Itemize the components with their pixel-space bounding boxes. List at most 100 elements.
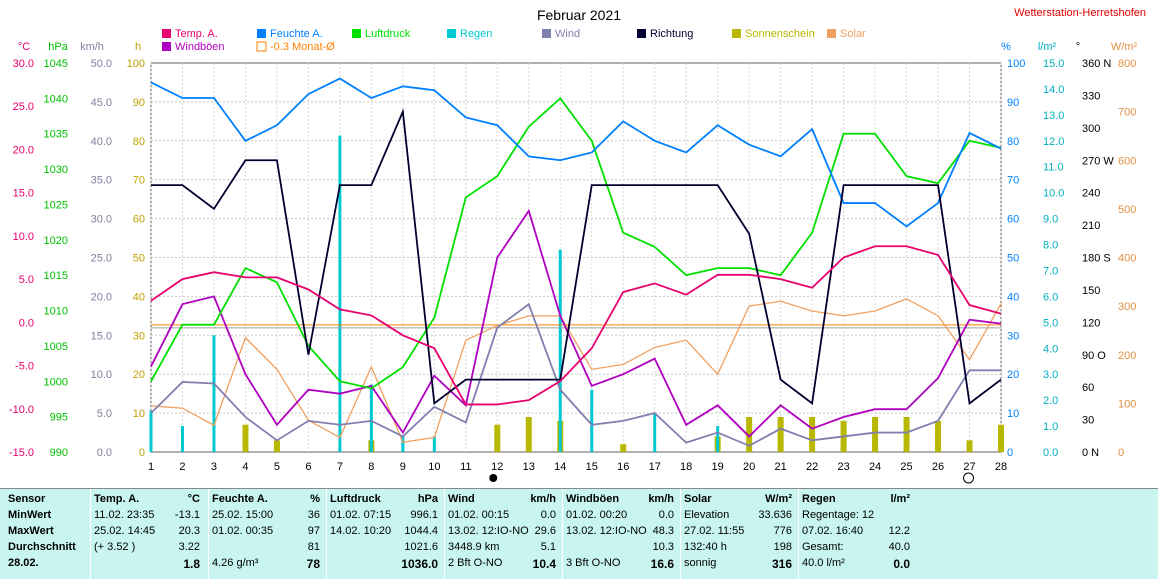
weather-chart: 30.025.020.015.010.05.00.0-5.0-10.0-15.0…	[9, 7, 1146, 484]
direction-axis-tick: 270 W	[1082, 155, 1114, 167]
solar-axis-tick: 0	[1118, 447, 1124, 459]
x-tick-label: 7	[337, 461, 343, 473]
solar-axis-tick: 300	[1118, 301, 1136, 313]
sunshine-bar	[935, 420, 942, 452]
stats-block-solar: Solar W/m² Elevation 33.636 27.02. 11:55 776 1…	[684, 491, 792, 577]
stats-block-title: Temp. A.	[94, 493, 140, 505]
x-tick-label: 11	[460, 461, 471, 473]
stats-cell-value: 776	[773, 525, 792, 537]
stats-cell-value: 78	[306, 557, 320, 571]
solar-axis-tick: 200	[1118, 350, 1136, 362]
stats-cell-value: 12.2	[888, 525, 910, 537]
legend-swatch	[732, 29, 741, 38]
temp-axis-tick: 20.0	[13, 144, 34, 156]
sun-axis-tick: 90	[133, 97, 145, 109]
series-line-solar	[150, 298, 1002, 443]
rain-axis-tick: 1.0	[1043, 421, 1058, 433]
stats-cell-detail: Regentage: 12	[802, 509, 875, 521]
rain-axis-tick: 9.0	[1043, 214, 1058, 226]
stats-cell-detail: 25.02. 15:00	[212, 509, 274, 521]
stats-cell-value: 10.3	[652, 541, 674, 553]
sunshine-bar	[872, 416, 879, 452]
sun-axis-tick: 10	[133, 408, 145, 420]
x-tick-label: 8	[368, 461, 374, 473]
stats-separator	[326, 489, 327, 579]
legend-label: Windböen	[175, 41, 225, 53]
stats-cell-value: 198	[773, 541, 792, 553]
rain-bar	[432, 436, 436, 452]
pressure-axis-tick: 995	[50, 412, 68, 424]
temp-axis-tick: 5.0	[19, 274, 34, 286]
x-tick-label: 16	[617, 461, 629, 473]
temp-axis-tick: -10.0	[9, 404, 34, 416]
stats-cell-value: 1021.6	[404, 541, 438, 553]
stats-cell-detail: 11.02. 23:35	[94, 509, 155, 521]
chart-grid	[150, 62, 1002, 453]
stats-block-humidity: Feuchte A.% 25.02. 15:00 36 01.02. 00:35 97 8…	[212, 491, 320, 577]
legend-label: Sonnenschein	[745, 28, 815, 40]
x-tick-label: 1	[148, 461, 154, 473]
stats-cell-value: 97	[307, 525, 320, 537]
rain-bar	[401, 436, 405, 452]
stats-block-gusts: Windböen km/h 01.02. 00:20 0.0 13.02. 12:IO-…	[566, 491, 674, 577]
sunshine-bar	[966, 440, 973, 452]
stats-cell-detail: 132:40 h	[684, 541, 727, 553]
stats-block-pressure: Luftdruck hPa 01.02. 07:15 996.1 14.02. 10:2…	[330, 491, 438, 577]
wind-axis-tick: 5.0	[97, 408, 112, 420]
chart-title: Februar 2021	[537, 7, 621, 23]
stats-cell-value: 29.6	[534, 525, 556, 537]
wind-axis-tick: 35.0	[91, 175, 112, 187]
rain-axis-tick: 8.0	[1043, 240, 1058, 252]
direction-axis-tick: 0 N	[1082, 447, 1099, 459]
sun-axis-tick: 70	[133, 175, 145, 187]
series-line-feuchte-a-	[150, 77, 1002, 228]
wind-axis-tick: 40.0	[91, 136, 112, 148]
sunshine-bar	[242, 424, 249, 452]
stats-cell-value: 16.6	[650, 557, 674, 571]
legend-label: -0.3 Monat-Ø	[270, 41, 335, 53]
sun-axis-tick: 60	[133, 214, 145, 226]
sun-axis-tick: 40	[133, 291, 145, 303]
rain-bar	[558, 249, 562, 452]
legend-label: Feuchte A.	[270, 28, 323, 40]
stats-cell-detail: 01.02. 00:15	[448, 509, 510, 521]
stats-cell-detail: 3448.9 km	[448, 541, 500, 553]
stats-cell-detail: 3 Bft O-NO	[566, 557, 621, 569]
pressure-axis-tick: 1010	[44, 306, 68, 318]
sunshine-bar	[998, 424, 1004, 452]
stats-block-title: Solar	[684, 493, 712, 505]
legend-swatch	[162, 29, 171, 38]
stats-separator	[562, 489, 563, 579]
legend-swatch	[257, 29, 266, 38]
legend-swatch	[447, 29, 456, 38]
stats-block-temp: Temp. A. °C 11.02. 23:35 -13.1 25.02. 14:45 2…	[94, 491, 200, 577]
stats-cell-value: 40.0	[888, 541, 910, 553]
humidity-axis-tick: 100	[1007, 58, 1025, 70]
temp-axis-tick: 10.0	[13, 231, 34, 243]
pressure-axis-tick: 1020	[44, 235, 68, 247]
pressure-axis-tick: 1005	[44, 341, 68, 353]
stats-cell-value: 3.22	[178, 541, 200, 553]
wind-axis-tick: 45.0	[91, 97, 112, 109]
axis-unit-label: km/h	[80, 41, 104, 53]
rain-bar	[180, 426, 184, 452]
legend-label: Temp. A.	[175, 28, 218, 40]
legend-swatch	[352, 29, 361, 38]
temp-axis-tick: 30.0	[13, 58, 34, 70]
legend-label: Wind	[555, 28, 580, 40]
station-name: Wetterstation-Herretshofen	[1014, 7, 1146, 19]
solar-axis-tick: 400	[1118, 253, 1136, 265]
direction-axis-tick: 240	[1082, 188, 1100, 200]
x-tick-label: 6	[305, 461, 311, 473]
stats-separator	[680, 489, 681, 579]
stats-separator	[208, 489, 209, 579]
rain-axis-tick: 4.0	[1043, 343, 1058, 355]
humidity-axis-tick: 0	[1007, 447, 1013, 459]
temp-axis-tick: -15.0	[9, 447, 34, 459]
rain-bar	[212, 335, 216, 452]
legend-swatch	[542, 29, 551, 38]
stats-cell-detail: 2 Bft O-NO	[448, 557, 503, 569]
x-tick-label: 22	[806, 461, 818, 473]
sunshine-bar	[273, 440, 280, 452]
sunshine-bar	[809, 416, 816, 452]
